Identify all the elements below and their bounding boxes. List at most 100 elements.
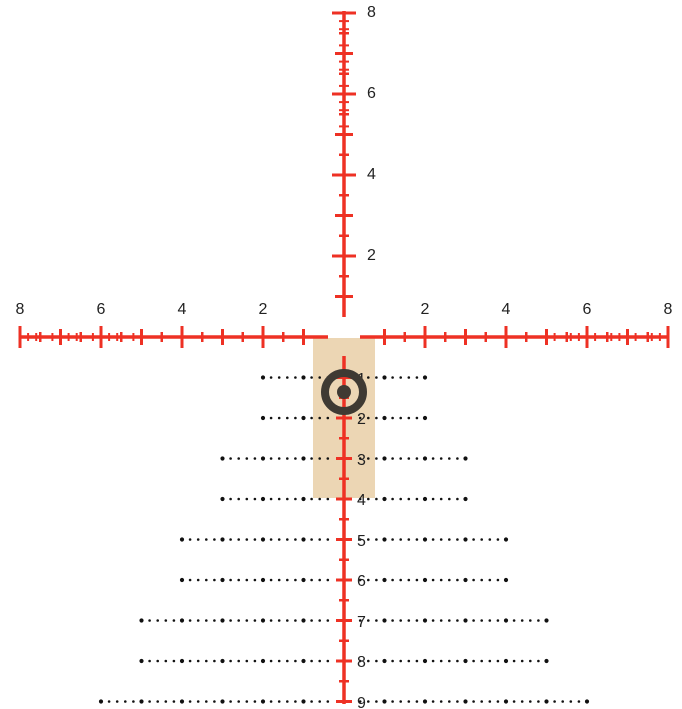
dot-row-7-left-20	[179, 618, 185, 623]
dot-row-3-left-13	[237, 457, 240, 460]
dot-row-6-left-2	[326, 578, 330, 582]
dot-row-4-right-7	[399, 497, 403, 501]
dot-row-8-right-6	[391, 659, 394, 663]
dot-row-6-left-17	[205, 578, 208, 582]
dot-row-7-right-22	[520, 619, 524, 622]
dot-row-4-right-5	[382, 496, 387, 502]
dot-row-7-left-19	[188, 619, 192, 622]
dot-row-9-left-30	[98, 699, 104, 704]
holdover-label-6: 6	[357, 573, 366, 590]
holdover-label-7: 7	[357, 614, 366, 631]
dot-row-2-right-4	[375, 416, 378, 420]
dot-row-7-left-13	[237, 619, 240, 622]
dot-row-2-right-10	[422, 415, 428, 421]
dot-row-6-left-6	[294, 578, 297, 582]
dot-row-7-right-7	[399, 619, 403, 622]
dot-row-2-left-4	[310, 416, 313, 420]
dot-row-6-left-12	[245, 578, 249, 582]
dot-row-7-left-22	[164, 619, 168, 622]
dot-row-9-right-26	[553, 700, 556, 703]
dot-row-4-right-12	[439, 497, 443, 501]
holdover-label-4: 4	[357, 492, 366, 509]
dot-row-8-left-25	[139, 658, 144, 664]
dot-row-4-right-10	[422, 496, 428, 502]
left-label-8: 8	[16, 301, 25, 318]
dot-row-1-left-10	[260, 375, 266, 380]
dot-row-8-right-10	[422, 658, 428, 664]
dot-row-6-left-5	[301, 577, 306, 583]
dot-row-9-left-13	[237, 700, 240, 703]
dot-row-1-left-4	[310, 376, 313, 379]
dot-row-7-left-6	[294, 619, 297, 622]
dot-row-6-right-10	[422, 577, 428, 583]
dot-row-1-left-7	[286, 376, 289, 379]
dot-row-8-left-20	[179, 658, 185, 664]
dot-row-5-left-17	[205, 538, 208, 541]
dot-row-7-left-24	[148, 619, 151, 622]
dot-row-7-right-2	[358, 619, 362, 622]
top-label-6: 6	[367, 85, 376, 102]
dot-row-8-left-16	[213, 659, 216, 663]
dot-row-4-left-15	[220, 496, 225, 502]
dot-row-5-right-10	[422, 537, 428, 542]
dot-row-6-left-9	[269, 578, 273, 582]
dot-row-4-left-3	[318, 497, 322, 501]
dot-row-2-right-8	[407, 416, 411, 420]
dot-row-5-left-15	[220, 537, 225, 542]
top-label-2: 2	[367, 247, 376, 264]
dot-row-5-right-6	[391, 538, 394, 541]
dot-row-8-right-22	[520, 659, 524, 663]
dot-row-8-right-19	[496, 659, 500, 663]
dot-row-3-left-6	[294, 457, 297, 460]
dot-row-7-right-15	[463, 618, 468, 623]
dot-row-5-right-8	[407, 538, 411, 541]
dot-row-6-left-11	[253, 578, 257, 582]
dot-row-4-left-11	[253, 497, 257, 501]
dot-row-8-right-5	[382, 658, 387, 664]
dot-row-3-right-4	[375, 457, 378, 460]
dot-row-3-left-7	[286, 457, 289, 460]
dot-row-6-left-15	[220, 577, 225, 583]
dot-row-6-right-2	[358, 578, 362, 582]
dot-row-7-left-15	[220, 618, 225, 623]
dot-row-3-right-10	[422, 456, 428, 461]
dot-row-7-left-12	[245, 619, 249, 622]
holdover-label-3: 3	[357, 452, 366, 469]
dot-row-6-right-5	[382, 577, 387, 583]
left-label-2: 2	[259, 301, 268, 318]
dot-row-6-right-16	[472, 578, 475, 582]
dot-row-2-left-2	[326, 416, 330, 420]
dot-row-5-right-12	[439, 538, 443, 541]
dot-row-5-left-7	[286, 538, 289, 541]
dot-row-6-right-7	[399, 578, 403, 582]
dot-row-5-left-5	[301, 537, 306, 542]
dot-row-8-right-20	[503, 658, 509, 664]
dot-row-2-left-6	[294, 416, 297, 420]
dot-row-5-right-16	[472, 538, 475, 541]
dot-row-9-right-25	[544, 699, 549, 704]
dot-row-7-left-10	[260, 618, 266, 623]
dot-row-1-right-6	[391, 376, 394, 379]
dot-row-3-left-8	[277, 457, 281, 460]
dot-row-9-left-14	[229, 700, 232, 703]
dot-row-7-right-9	[415, 619, 419, 622]
dot-row-3-left-11	[253, 457, 257, 460]
dot-row-4-left-10	[260, 496, 266, 502]
dot-row-1-left-9	[269, 376, 273, 379]
dot-row-9-right-17	[480, 700, 484, 703]
dot-row-5-left-16	[213, 538, 216, 541]
dot-row-7-right-13	[448, 619, 451, 622]
dot-row-5-right-4	[375, 538, 378, 541]
dot-row-9-left-3	[318, 700, 322, 703]
dot-row-6-left-4	[310, 578, 313, 582]
dot-row-7-right-21	[512, 619, 516, 622]
dot-row-2-left-8	[277, 416, 281, 420]
dot-row-1-right-7	[399, 376, 403, 379]
dot-row-8-right-15	[463, 658, 468, 664]
dot-row-9-right-28	[569, 700, 573, 703]
dot-row-4-left-6	[294, 497, 297, 501]
dot-row-4-right-8	[407, 497, 411, 501]
dot-row-3-right-9	[415, 457, 419, 460]
dot-row-9-right-2	[358, 700, 362, 703]
bullseye-ring	[321, 369, 367, 415]
